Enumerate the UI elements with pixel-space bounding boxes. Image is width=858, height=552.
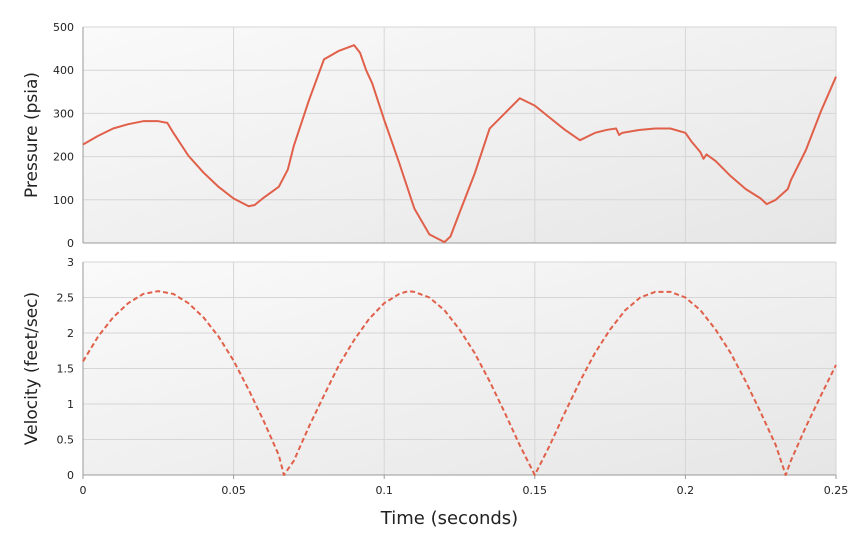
velocity-series-line [82, 290, 837, 476]
x-tick-label: 0.2 [677, 484, 695, 497]
x-tick-label: 0.1 [375, 484, 393, 497]
y-tick-label: 100 [53, 194, 74, 207]
y-tick-label: 0 [67, 469, 74, 482]
y-tick-label: 1 [67, 398, 74, 411]
y-tick-label: 0 [67, 237, 74, 250]
y-tick-label: 2 [67, 327, 74, 340]
y-tick-label: 400 [53, 64, 74, 77]
plot-area-1 [83, 27, 836, 243]
y-tick-label: 2.5 [57, 292, 75, 305]
y-tick-label: 300 [53, 107, 74, 120]
y-tick-label: 1.5 [57, 363, 75, 376]
y-tick-label: 200 [53, 151, 74, 164]
x-tick-label: 0 [80, 484, 87, 497]
x-tick-label: 0.15 [523, 484, 548, 497]
y-tick-label: 3 [67, 256, 74, 269]
x-tick-label: 0.25 [824, 484, 849, 497]
x-tick-label: 0.05 [221, 484, 246, 497]
pressure-series-line [82, 44, 837, 244]
x-axis-title: Time (seconds) [380, 508, 518, 529]
y-tick-label: 500 [53, 21, 74, 34]
y-axis-title: Pressure (psia) [22, 72, 42, 198]
y-axis-title: Velocity (feet/sec) [22, 292, 42, 445]
y-tick-label: 0.5 [57, 434, 75, 447]
